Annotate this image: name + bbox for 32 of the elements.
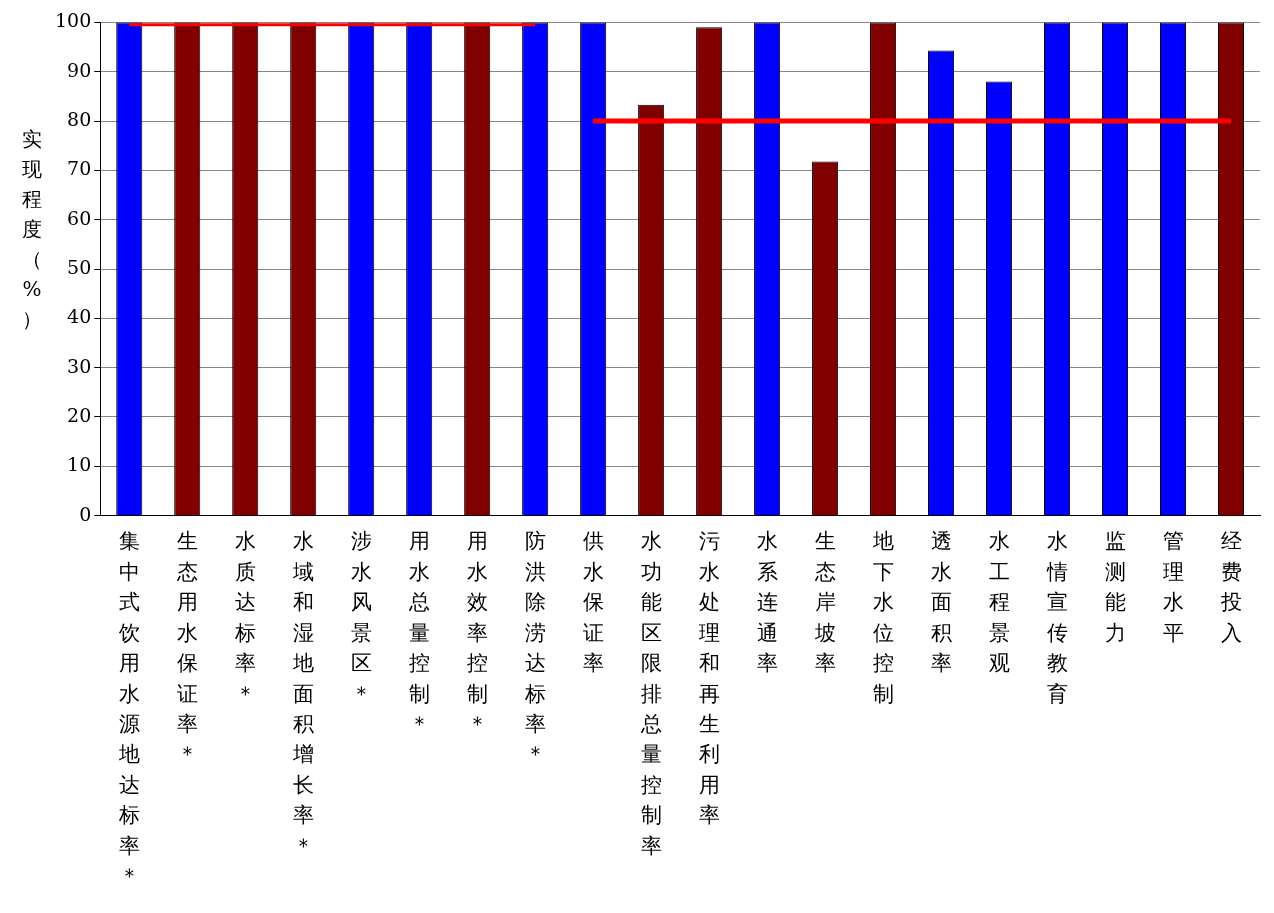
category-label: 集中式饮用水源地达标率＊ [118,529,140,889]
x-tick-label: 用水总量控制＊ [407,529,430,736]
y-tick-label: 10 [67,453,92,476]
x-tick-label: 监测能力 [1104,529,1126,645]
x-tick-label: 水质达标率＊ [233,529,256,706]
x-tick-label: 透水面积率 [930,529,952,676]
x-tick-label: 用水效率控制＊ [466,529,488,736]
category-label: 水域和湿地面积增长率＊ [292,529,314,858]
y-tick-label: 90 [67,58,92,81]
category-label: 水功能区限排总量控制率 [640,529,662,858]
x-tick-label: 涉水风景区＊ [350,529,372,706]
y-tick-label: 60 [67,206,92,229]
x-tick-label: 经费投入 [1219,529,1242,645]
x-tick-label: 水工程景观 [988,529,1010,676]
y-axis-title: 实现程度（%） [22,127,42,332]
y-tick-label: 70 [67,157,92,180]
x-tick-label: 水情宣传教育 [1045,529,1068,706]
x-tick-label: 水系连通率 [756,529,778,676]
x-tick-label: 生态岸坡率 [813,529,836,676]
y-tick-label: 80 [67,107,92,130]
x-tick-label: 供水保证率 [582,529,604,676]
x-tick-label: 地下水位控制 [871,529,894,706]
category-label: 污水处理和再生利用率 [698,529,720,828]
y-tick-label: 40 [67,305,92,328]
x-tick-label: 管理水平 [1162,529,1184,645]
x-tick-label: 防洪除涝达标率＊ [523,529,546,767]
y-tick-label: 0 [79,502,92,525]
y-tick-label: 100 [55,9,92,32]
x-tick-label: 生态用水保证率＊ [175,529,198,767]
y-tick-label: 30 [67,354,92,377]
y-tick-label: 20 [67,403,92,426]
y-tick-label: 50 [67,255,92,278]
